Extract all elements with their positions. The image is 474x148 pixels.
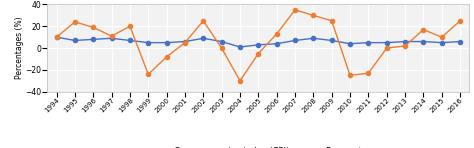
Consumer price index (CPI) xyxy=(439,42,445,44)
Repo rate xyxy=(201,20,206,22)
Consumer price index (CPI) xyxy=(72,40,78,41)
Consumer price index (CPI) xyxy=(127,40,133,41)
Consumer price index (CPI) xyxy=(54,36,59,38)
Repo rate xyxy=(274,33,280,35)
Repo rate xyxy=(347,74,353,76)
Consumer price index (CPI) xyxy=(329,40,335,41)
Repo rate xyxy=(365,72,371,74)
Repo rate xyxy=(54,36,59,38)
Consumer price index (CPI) xyxy=(384,42,390,44)
Repo rate xyxy=(91,26,96,28)
Consumer price index (CPI) xyxy=(255,44,261,46)
Repo rate xyxy=(384,47,390,49)
Repo rate xyxy=(457,20,463,22)
Y-axis label: Percentages (%): Percentages (%) xyxy=(15,17,24,79)
Consumer price index (CPI) xyxy=(219,41,225,42)
Line: Consumer price index (CPI): Consumer price index (CPI) xyxy=(55,35,462,49)
Repo rate xyxy=(310,15,316,16)
Repo rate xyxy=(439,36,445,38)
Consumer price index (CPI) xyxy=(91,38,96,40)
Consumer price index (CPI) xyxy=(402,41,408,42)
Consumer price index (CPI) xyxy=(365,42,371,44)
Repo rate xyxy=(182,42,188,44)
Consumer price index (CPI) xyxy=(237,46,243,48)
Legend: Consumer price index (CPI), Repo rate: Consumer price index (CPI), Repo rate xyxy=(146,144,370,148)
Line: Repo rate: Repo rate xyxy=(55,8,462,83)
Consumer price index (CPI) xyxy=(182,41,188,42)
Repo rate xyxy=(402,45,408,47)
Repo rate xyxy=(292,9,298,11)
Consumer price index (CPI) xyxy=(310,37,316,39)
Consumer price index (CPI) xyxy=(457,41,463,42)
Repo rate xyxy=(219,47,225,49)
Consumer price index (CPI) xyxy=(164,42,170,44)
Repo rate xyxy=(127,25,133,27)
Repo rate xyxy=(255,53,261,54)
Consumer price index (CPI) xyxy=(146,42,151,44)
Repo rate xyxy=(237,80,243,82)
Repo rate xyxy=(420,29,426,30)
Consumer price index (CPI) xyxy=(109,37,114,39)
Repo rate xyxy=(72,21,78,23)
Repo rate xyxy=(164,56,170,58)
Consumer price index (CPI) xyxy=(274,43,280,45)
Repo rate xyxy=(146,73,151,75)
Repo rate xyxy=(329,20,335,22)
Consumer price index (CPI) xyxy=(347,43,353,45)
Consumer price index (CPI) xyxy=(201,37,206,39)
Consumer price index (CPI) xyxy=(292,40,298,41)
Consumer price index (CPI) xyxy=(420,41,426,42)
Repo rate xyxy=(109,35,114,37)
